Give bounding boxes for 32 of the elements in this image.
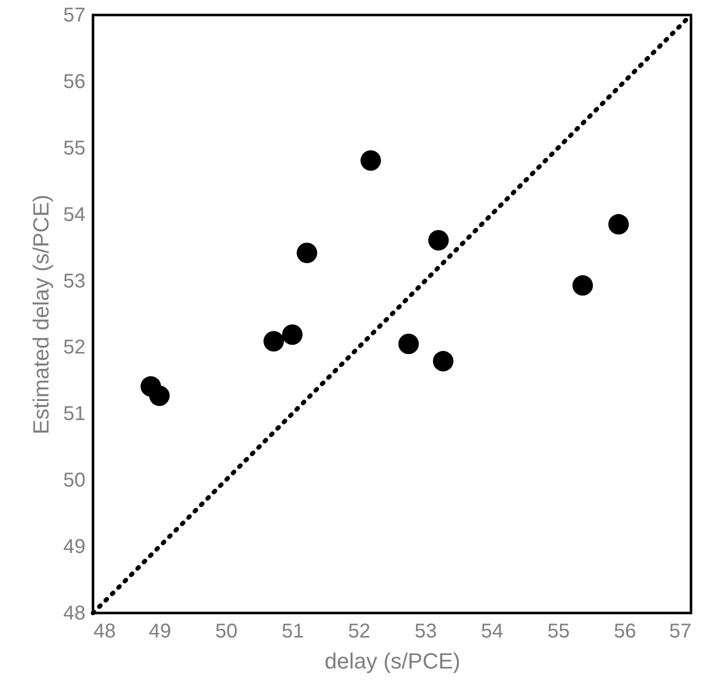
y-tick-label: 54: [63, 204, 86, 226]
x-tick-label: 56: [614, 620, 636, 642]
x-tick-label: 53: [414, 620, 437, 642]
x-tick-label: 52: [348, 620, 370, 642]
y-tick-label: 49: [63, 536, 86, 558]
x-tick-label: 54: [481, 620, 504, 642]
point: [282, 324, 303, 345]
x-tick-label: 48: [94, 620, 116, 642]
y-tick-label: 48: [63, 602, 86, 624]
x-tick-label: 49: [148, 620, 172, 642]
y-tick-label: 56: [63, 70, 86, 93]
point: [572, 275, 593, 296]
point: [428, 230, 449, 250]
x-axis-title: delay (s/PCE): [324, 648, 460, 674]
point: [149, 386, 170, 406]
point: [398, 334, 419, 354]
point: [296, 242, 318, 264]
point: [608, 214, 629, 235]
y-tick-label: 51: [63, 403, 86, 426]
point: [360, 150, 381, 171]
x-tick-label: 55: [547, 620, 570, 642]
y-tick-label: 50: [63, 470, 86, 492]
y-tick-label: 53: [63, 270, 86, 292]
x-tick-label: 51: [282, 620, 304, 642]
x-tick-label: 57: [669, 620, 692, 642]
point: [263, 331, 284, 352]
y-axis-title: Estimated delay (s/PCE): [28, 194, 54, 434]
point: [432, 350, 454, 372]
y-tick-label: 57: [63, 4, 86, 26]
x-tick-label: 50: [215, 620, 238, 642]
y-tick-label: 55: [63, 137, 86, 160]
y-tick-label: 52: [63, 336, 86, 359]
